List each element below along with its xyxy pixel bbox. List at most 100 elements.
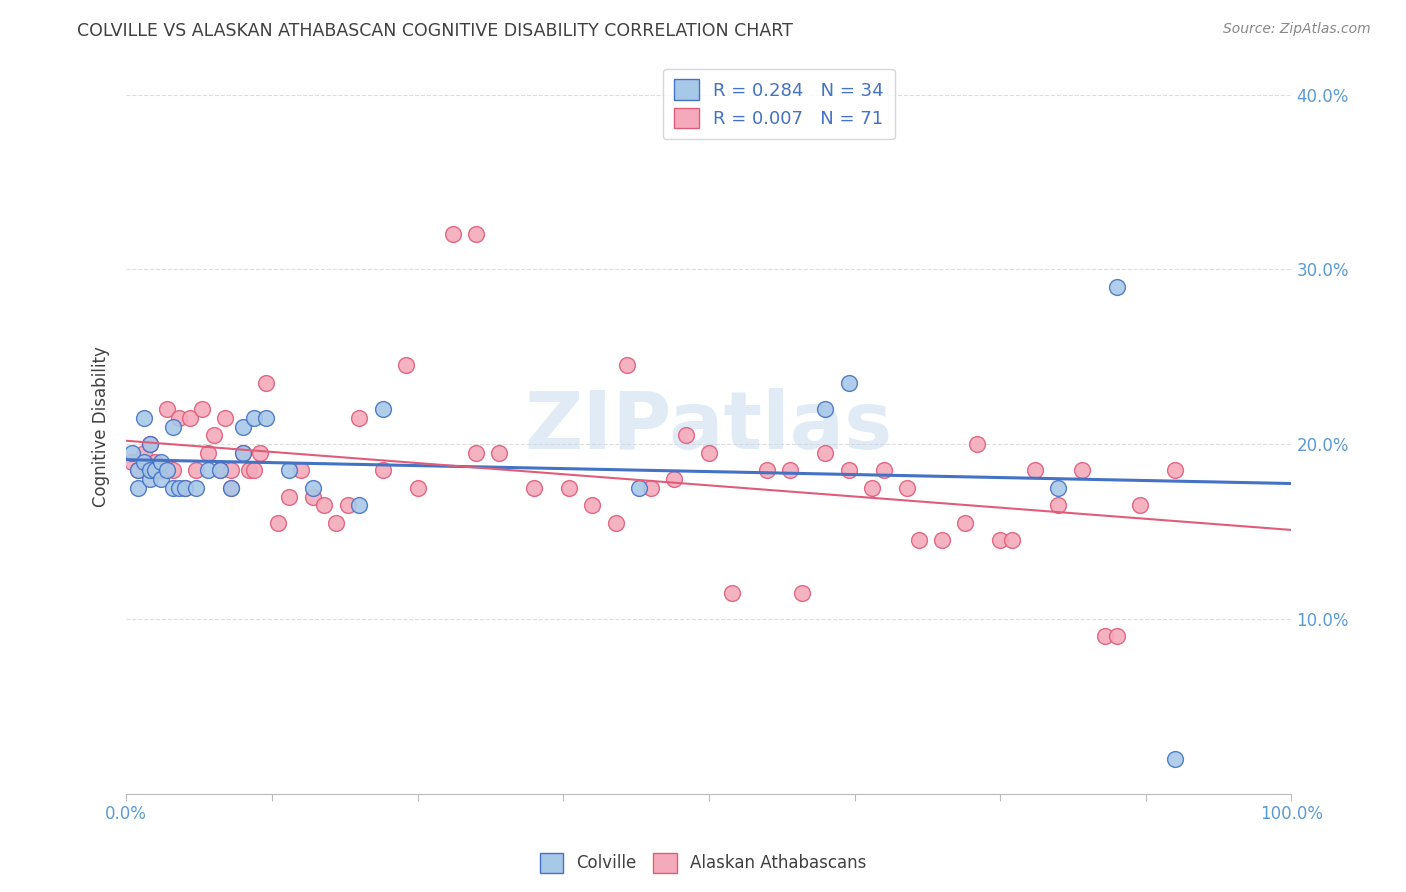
Point [488,446,510,460]
Point [966,437,988,451]
Point [162,463,184,477]
Point [173,481,195,495]
Point [156,402,179,417]
Point [931,533,953,548]
Point [138,463,160,477]
Point [208,463,231,477]
Point [138,437,160,451]
Point [186,481,208,495]
Point [464,227,486,242]
Point [197,446,219,460]
Point [779,463,801,477]
Point [243,463,266,477]
Point [953,516,976,530]
Point [186,463,208,477]
Point [314,498,336,512]
Point [814,446,837,460]
Text: COLVILLE VS ALASKAN ATHABASCAN COGNITIVE DISABILITY CORRELATION CHART: COLVILLE VS ALASKAN ATHABASCAN COGNITIVE… [77,22,793,40]
Point [290,463,312,477]
Point [464,446,486,460]
Point [325,516,347,530]
Point [138,463,160,477]
Point [219,481,242,495]
Point [697,446,720,460]
Point [558,481,581,495]
Point [278,490,301,504]
Point [988,533,1011,548]
Point [162,419,184,434]
Point [627,481,650,495]
Point [1001,533,1024,548]
Point [232,446,254,460]
Point [756,463,779,477]
Point [616,359,638,373]
Point [721,585,744,599]
Point [219,481,242,495]
Point [249,446,271,460]
Point [675,428,697,442]
Point [167,481,190,495]
Point [127,463,149,477]
Point [191,402,214,417]
Point [173,481,195,495]
Text: Source: ZipAtlas.com: Source: ZipAtlas.com [1223,22,1371,37]
Point [640,481,662,495]
Point [441,227,464,242]
Point [138,472,160,486]
Legend: R = 0.284   N = 34, R = 0.007   N = 71: R = 0.284 N = 34, R = 0.007 N = 71 [662,69,894,139]
Point [179,410,201,425]
Point [1047,498,1070,512]
Point [238,463,260,477]
Point [232,446,254,460]
Point [523,481,546,495]
Point [278,463,301,477]
Point [132,446,155,460]
Point [605,516,627,530]
Point [349,410,371,425]
Point [202,428,225,442]
Text: ZIPatlas: ZIPatlas [524,388,893,466]
Point [132,410,155,425]
Point [162,481,184,495]
Point [1129,498,1152,512]
Point [150,463,173,477]
Point [1105,280,1128,294]
Point [301,490,323,504]
Point [219,463,242,477]
Point [150,454,173,468]
Point [121,454,143,468]
Point [814,402,837,417]
Point [132,454,155,468]
Point [838,463,860,477]
Y-axis label: Cognitive Disability: Cognitive Disability [93,346,110,507]
Point [838,376,860,390]
Point [156,463,179,477]
Point [371,402,394,417]
Point [254,376,277,390]
Point [138,437,160,451]
Point [127,481,149,495]
Point [1164,463,1187,477]
Point [349,498,371,512]
Point [406,481,429,495]
Point [1070,463,1092,477]
Point [150,472,173,486]
Point [214,410,236,425]
Point [208,463,231,477]
Point [1105,629,1128,643]
Point [145,454,167,468]
Point [301,481,323,495]
Point [790,585,813,599]
Point [145,463,167,477]
Point [581,498,603,512]
Point [371,463,394,477]
Legend: Colville, Alaskan Athabascans: Colville, Alaskan Athabascans [533,847,873,880]
Point [243,410,266,425]
Point [121,446,143,460]
Point [232,419,254,434]
Point [907,533,929,548]
Point [860,481,883,495]
Point [1024,463,1046,477]
Point [197,463,219,477]
Point [1164,752,1187,766]
